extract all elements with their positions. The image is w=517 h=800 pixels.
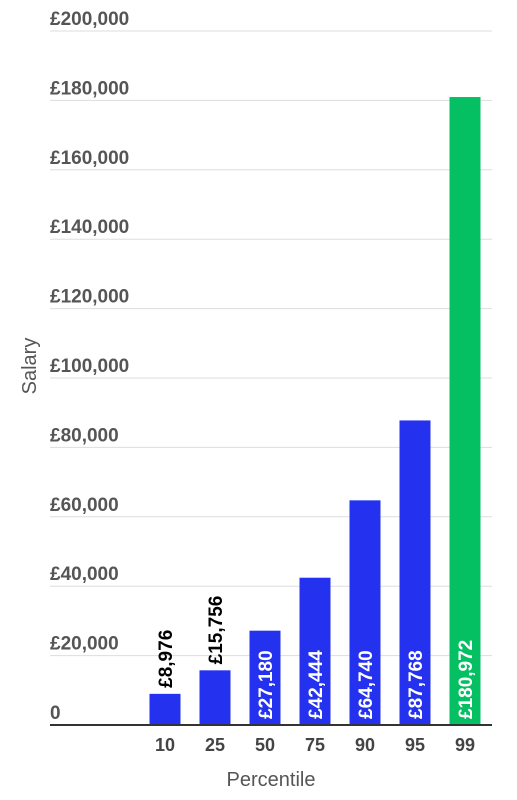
grid-lines [50,30,492,657]
bar [199,670,231,725]
y-tick-label: £40,000 [50,564,119,585]
x-tick-label: 90 [355,735,375,755]
x-axis-ticks: 10 25 50 75 90 95 99 [155,735,475,755]
bar-value-label: £27,180 [256,650,277,719]
y-tick-label: £180,000 [50,78,129,99]
y-tick-label: 0 [50,703,61,724]
y-tick-label: £100,000 [50,356,129,377]
y-tick-label: £200,000 [50,9,129,30]
bar [149,693,181,725]
x-tick-label: 95 [405,735,425,755]
bar-value-label: £64,740 [356,650,377,719]
y-tick-label: £160,000 [50,148,129,169]
x-tick-label: 25 [205,735,225,755]
bar-value-label: £180,972 [456,640,477,719]
x-tick-label: 50 [255,735,275,755]
y-tick-label: £120,000 [50,287,129,308]
bar [349,500,381,725]
x-tick-label: 10 [155,735,175,755]
x-tick-label: 99 [455,735,475,755]
bar [449,97,481,725]
bars: £8,976 £15,756 £27,180 £42,444 £64,740 £87,76… [149,97,481,725]
bar [299,577,331,725]
bar-value-label: £87,768 [406,650,427,719]
y-tick-label: £20,000 [50,634,119,655]
bar-value-label: £8,976 [156,630,177,688]
y-axis-ticks: 0 £20,000 £40,000 £60,000 £80,000 £100,000 £12… [50,9,129,724]
bar-value-label: £15,756 [206,596,227,665]
bar [249,630,281,725]
x-axis-label: Percentile [227,769,316,791]
bar [399,420,431,725]
y-tick-label: £60,000 [50,495,119,516]
y-tick-label: £80,000 [50,425,119,446]
bar-value-label: £42,444 [306,650,327,719]
y-axis-label: Salary [19,338,41,395]
y-tick-label: £140,000 [50,217,129,238]
x-tick-label: 75 [305,735,325,755]
